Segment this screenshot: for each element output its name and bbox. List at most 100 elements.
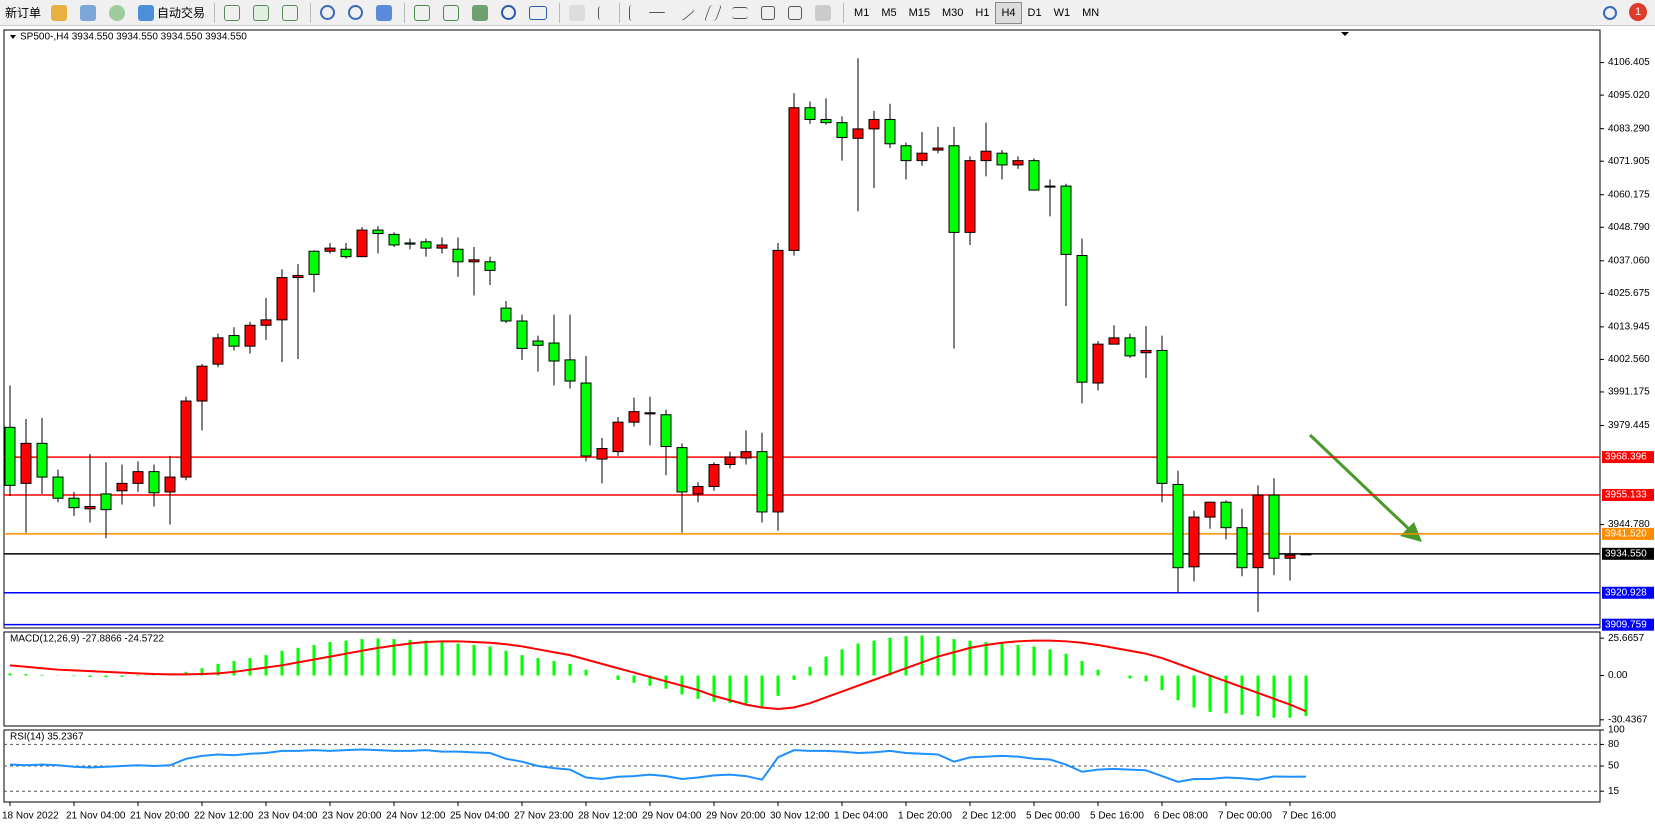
zoom-out[interactable] — [344, 2, 370, 24]
macd-bar — [536, 658, 540, 676]
periods[interactable] — [497, 2, 523, 24]
icon — [704, 4, 722, 21]
macd-bar — [1240, 675, 1244, 715]
tool-icon[interactable] — [278, 2, 305, 24]
macd-bar — [808, 666, 812, 676]
main-panel — [3, 29, 1601, 629]
crosshair-tool[interactable] — [594, 2, 614, 24]
trendline-tool[interactable] — [674, 2, 701, 24]
macd-bar — [424, 640, 428, 676]
y-tick-label: 4071.905 — [1608, 156, 1650, 167]
tool-icon[interactable] — [220, 2, 247, 24]
candle-body — [1156, 349, 1168, 484]
macd-bar — [264, 655, 268, 676]
arrows-tool[interactable] — [811, 2, 838, 24]
candle-body — [1252, 494, 1264, 569]
icon — [1603, 5, 1617, 20]
macd-bar — [1272, 675, 1276, 718]
fibo-tool[interactable] — [728, 2, 755, 24]
arrow-head — [1400, 522, 1422, 542]
candle-body — [468, 259, 480, 263]
macd-bar — [72, 675, 76, 677]
macd-bar — [840, 649, 844, 676]
channel-tool[interactable] — [703, 2, 726, 24]
candle-body — [980, 150, 992, 162]
x-tick-label: 28 Nov 12:00 — [578, 811, 638, 822]
macd-bar — [568, 663, 572, 676]
macd-bar — [984, 642, 988, 676]
candle-body — [820, 118, 832, 124]
macd-bar — [456, 643, 460, 676]
candle-body — [100, 493, 112, 511]
zoom-in[interactable] — [316, 2, 342, 24]
label-tool[interactable] — [784, 2, 809, 24]
candle-body — [708, 463, 720, 488]
tile-windows[interactable] — [372, 2, 399, 24]
separator — [404, 2, 406, 23]
candle-body — [788, 107, 800, 251]
tool-icon[interactable] — [249, 2, 276, 24]
tool-icon[interactable] — [47, 2, 74, 24]
candle-body — [356, 229, 368, 258]
tool-icon[interactable] — [439, 2, 466, 24]
macd-bar — [1032, 646, 1036, 676]
macd-bar — [760, 675, 764, 708]
macd-bar — [120, 675, 124, 677]
timeframe-button[interactable]: M30 — [942, 6, 964, 19]
y-tick-label: 4095.020 — [1608, 90, 1650, 101]
icon — [761, 5, 776, 20]
candle-body — [1300, 553, 1312, 556]
timeframe-button[interactable]: M15 — [908, 6, 930, 19]
macd-bar — [648, 675, 652, 686]
hline-tool[interactable] — [645, 2, 672, 24]
x-tick-label: 5 Dec 16:00 — [1090, 811, 1144, 822]
vline-tool[interactable] — [625, 2, 643, 24]
candle-body — [388, 233, 400, 246]
candle-body — [308, 250, 320, 275]
timeframe-button[interactable]: MN — [1082, 6, 1100, 19]
macd-bar — [376, 638, 380, 676]
macd-bar — [584, 669, 588, 676]
cursor-tool[interactable] — [565, 2, 592, 24]
auto-trading-button[interactable]: 自动交易 — [134, 2, 209, 24]
candle-body — [372, 229, 384, 235]
y-tick-label: 0.00 — [1608, 670, 1628, 681]
notification-badge[interactable]: 1 — [1629, 3, 1647, 21]
timeframe-button[interactable]: M5 — [881, 6, 897, 19]
timeframe-button[interactable]: W1 — [1053, 6, 1071, 19]
text-tool[interactable] — [757, 2, 782, 24]
tool-icon[interactable] — [410, 2, 437, 24]
y-tick-label: -30.4367 — [1608, 714, 1648, 725]
tool-icon[interactable] — [105, 2, 132, 24]
timeframe-button[interactable]: H1 — [975, 6, 990, 19]
x-tick-label: 1 Dec 04:00 — [834, 811, 888, 822]
macd-bar — [1064, 653, 1068, 676]
title-marker — [10, 35, 16, 39]
timeframe-button[interactable]: M1 — [854, 6, 870, 19]
macd-bar — [1160, 675, 1164, 691]
y-tick-label: 4048.790 — [1608, 222, 1650, 233]
y-tick-label: 25.6657 — [1608, 633, 1645, 644]
chart: SP500-,H4 3934.550 3934.550 3934.550 393… — [2, 29, 1654, 822]
x-tick-label: 21 Nov 04:00 — [66, 811, 126, 822]
indicators[interactable] — [468, 2, 495, 24]
timeframe-button[interactable]: D1 — [1027, 6, 1042, 19]
macd-bar — [1144, 675, 1148, 682]
macd-bar — [1000, 643, 1004, 676]
candle-body — [516, 320, 528, 349]
candle-body — [484, 261, 496, 271]
templates[interactable] — [525, 2, 554, 24]
timeframe-button[interactable]: H4 — [995, 1, 1022, 24]
macd-bar — [776, 675, 780, 696]
tool-icon[interactable] — [76, 2, 103, 24]
candle-body — [868, 118, 880, 130]
search[interactable] — [1599, 2, 1624, 24]
macd-bar — [856, 643, 860, 676]
candle-body — [1140, 349, 1152, 354]
x-tick-label: 29 Nov 04:00 — [642, 811, 702, 822]
candle-body — [244, 324, 256, 347]
candle-body — [1060, 185, 1072, 255]
candle-body — [948, 145, 960, 233]
new-order-button[interactable]: 新订单 — [1, 2, 45, 24]
macd-bar — [1192, 675, 1196, 708]
